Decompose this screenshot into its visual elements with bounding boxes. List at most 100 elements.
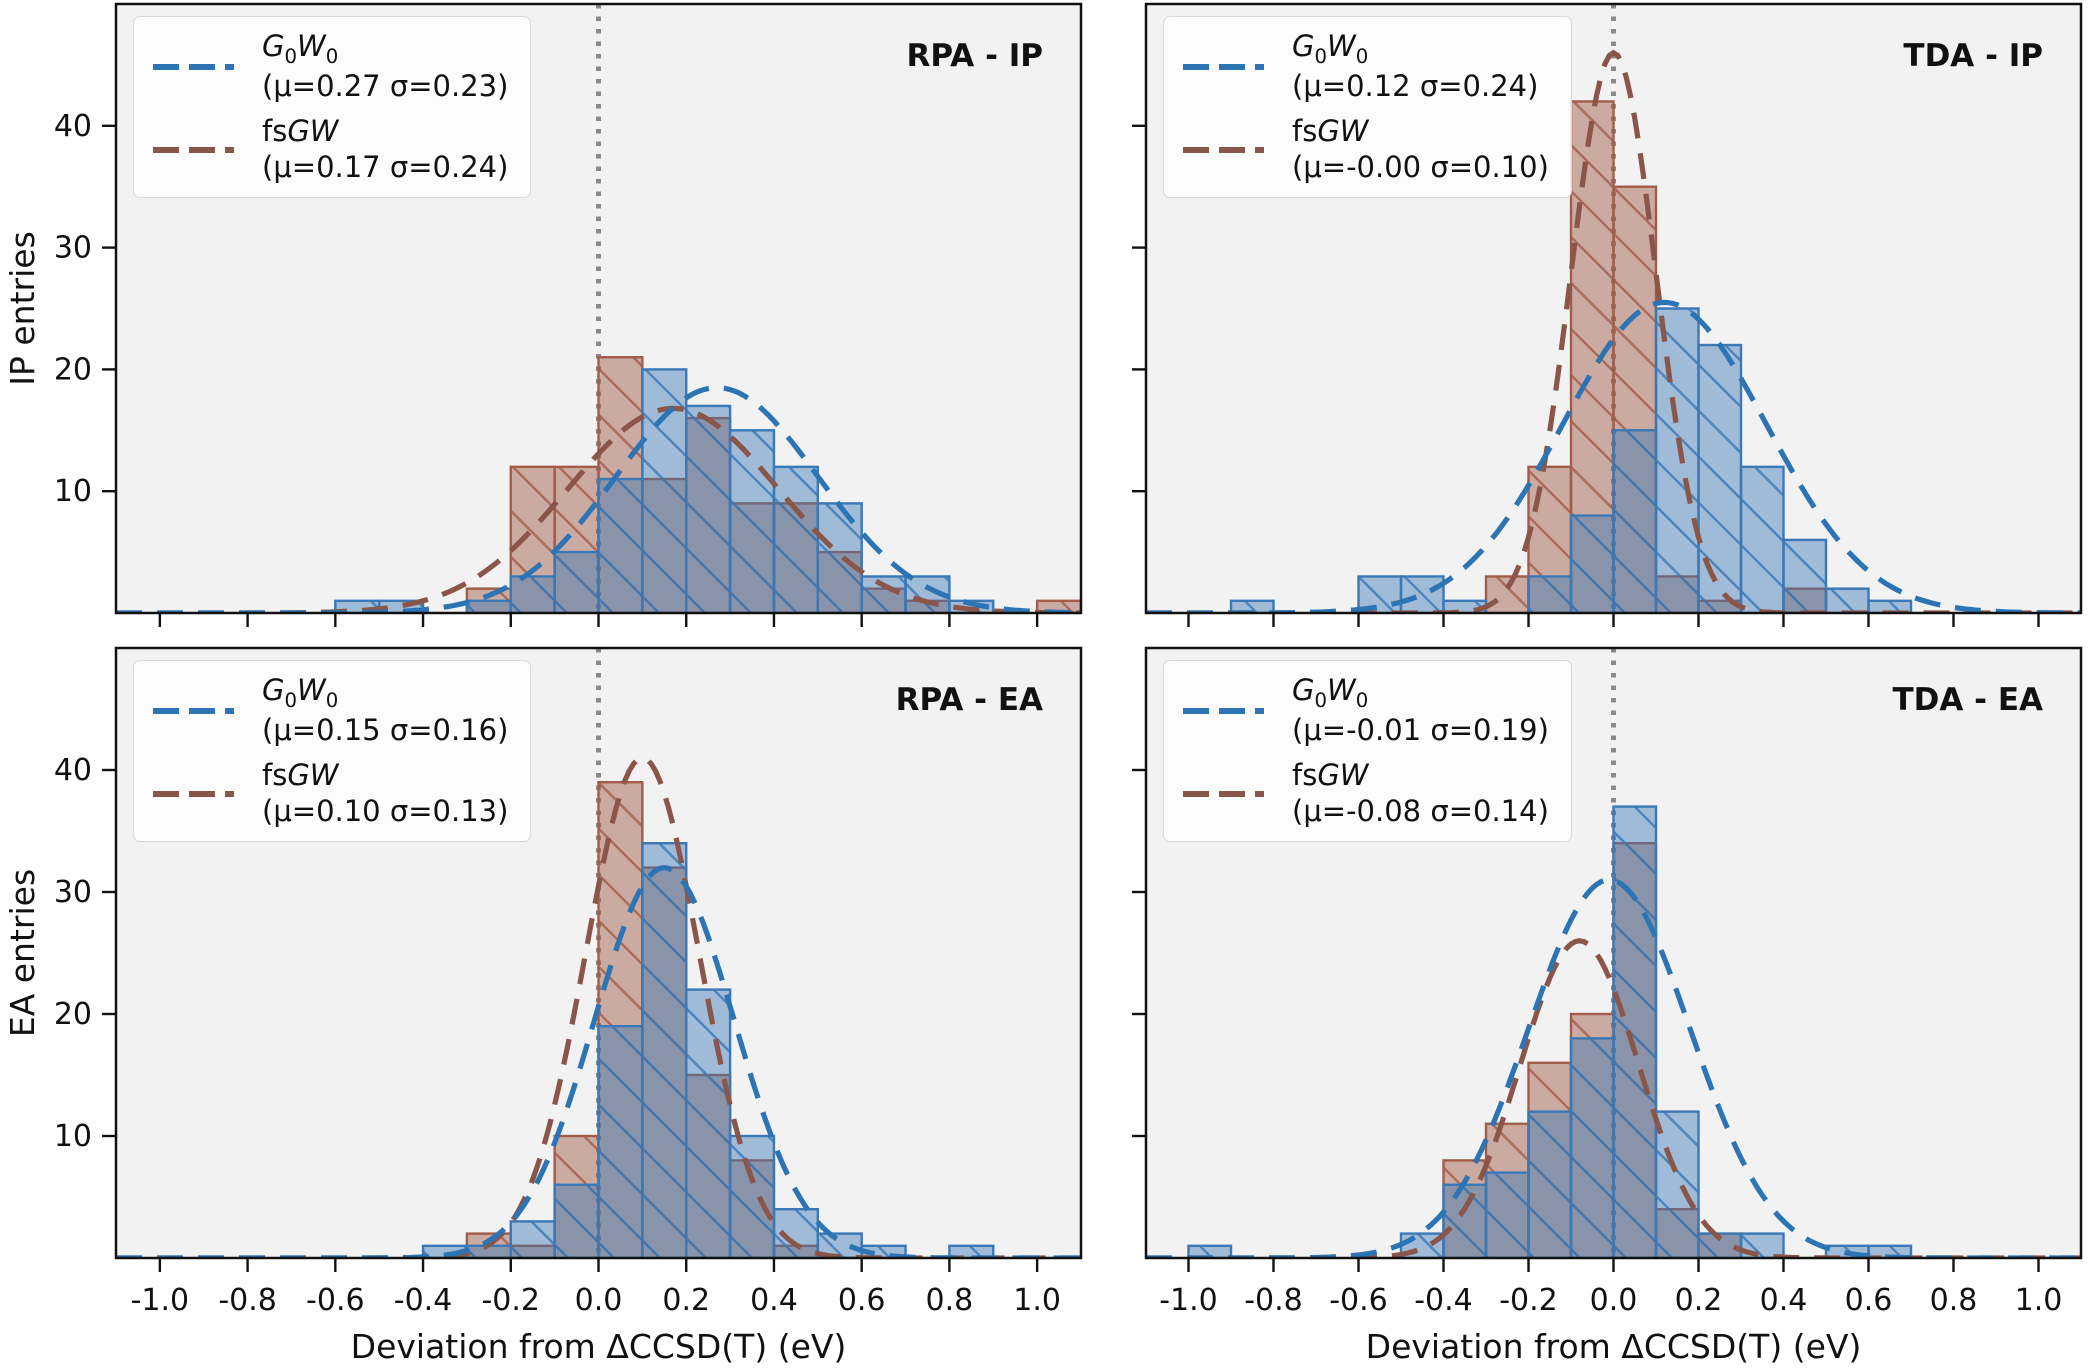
- histogram-bar-hatch: [597, 477, 644, 613]
- fsgw-dash-sample-icon: [1183, 790, 1273, 797]
- histogram-bar-hatch: [641, 368, 688, 613]
- histogram-bar-hatch: [860, 575, 907, 613]
- x-axis-tick-label: 0.6: [1845, 1283, 1893, 1318]
- histogram-bar-hatch: [1612, 805, 1658, 1258]
- fsgw-distribution-curve: [1146, 49, 2081, 613]
- x-axis-tick-label: 0.0: [575, 1283, 623, 1318]
- gw-dash-sample-icon: [153, 707, 243, 714]
- x-axis-tick-label: 1.0: [1013, 1283, 1061, 1318]
- legend-series-stats: (μ=0.12 σ=0.24): [1292, 68, 1539, 103]
- fsgw-dash-sample-icon: [153, 146, 243, 153]
- histogram-bar-hatch: [685, 988, 732, 1258]
- legend-series-name: G0W0: [1292, 29, 1369, 68]
- x-axis-tick-label: 0.4: [1760, 1283, 1808, 1318]
- gw-dash-sample-icon: [1183, 707, 1273, 714]
- legend-series-stats: (μ=-0.00 σ=0.10): [1292, 149, 1549, 184]
- x-axis-label: Deviation from ΔCCSD(T) (eV): [351, 1327, 847, 1366]
- x-axis-tick-label: 1.0: [2015, 1283, 2063, 1318]
- legend-entry-g0w0: G0W0 (μ=0.12 σ=0.24): [1180, 29, 1549, 104]
- fsgw-distribution-curve: [116, 405, 1081, 613]
- legend-series-stats: (μ=-0.01 σ=0.19): [1292, 712, 1549, 747]
- histogram-bar-hatch: [1654, 1110, 1700, 1258]
- histogram-bar-hatch: [1484, 1171, 1530, 1258]
- histogram-bar-hatch: [1229, 599, 1275, 613]
- legend-series-name: fsGW: [262, 758, 339, 793]
- gw-histogram: [421, 842, 995, 1258]
- x-axis-tick-label: 0.8: [926, 1283, 974, 1318]
- legend-entry-g0w0: G0W0 (μ=0.27 σ=0.23): [150, 29, 508, 104]
- legend-series-stats: (μ=0.17 σ=0.24): [262, 149, 509, 184]
- x-axis-tick-label: -1.0: [131, 1283, 190, 1318]
- x-axis-tick-label: 0.0: [1590, 1283, 1638, 1318]
- x-axis-tick-label: 0.2: [662, 1283, 710, 1318]
- legend-series-stats: (μ=0.10 σ=0.13): [262, 793, 509, 828]
- y-axis-tick-label: 40: [54, 753, 92, 788]
- x-axis-tick-label: -0.8: [1244, 1283, 1303, 1318]
- gw-dash-sample-icon: [1183, 63, 1273, 70]
- histogram-bar-hatch: [1399, 575, 1445, 613]
- legend-series-stats: (μ=0.15 σ=0.16): [262, 712, 509, 747]
- y-axis-tick-label: 20: [54, 352, 92, 387]
- panel-label: RPA - EA: [896, 682, 1043, 718]
- legend-series-name: fsGW: [1292, 758, 1369, 793]
- fsgw-dash-sample-icon: [1183, 146, 1273, 153]
- histogram-bar-hatch: [1867, 599, 1913, 613]
- gw-histogram: [1187, 805, 1913, 1258]
- legend-rpa-ip: G0W0 (μ=0.27 σ=0.23) fsGW (μ=0.17 σ=0.24…: [133, 16, 532, 198]
- histogram-bar-hatch: [1569, 514, 1615, 613]
- histogram-bar-hatch: [1484, 575, 1530, 613]
- histogram-bar-hatch: [685, 404, 732, 613]
- histogram-bar-hatch: [1654, 307, 1700, 613]
- y-axis-tick-label: 10: [54, 474, 92, 509]
- y-axis-tick-label: 40: [54, 109, 92, 144]
- legend-entry-fsgw: fsGW (μ=-0.08 σ=0.14): [1180, 758, 1549, 829]
- panel-rpa-ip: 10 20 30 40 RPA - IP IP entries: [3, 2, 1083, 627]
- x-axis-tick-label: -0.6: [1329, 1283, 1388, 1318]
- histogram-bar-hatch: [1824, 587, 1870, 613]
- histogram-bar-hatch: [1527, 1110, 1573, 1258]
- x-axis-tick-label: -0.6: [306, 1283, 365, 1318]
- legend-series-name: fsGW: [262, 114, 339, 149]
- histogram-bar-hatch: [1442, 1183, 1488, 1258]
- legend-series-name: G0W0: [1292, 673, 1369, 712]
- x-axis-tick-label: -0.4: [394, 1283, 453, 1318]
- legend-entry-fsgw: fsGW (μ=0.10 σ=0.13): [150, 758, 508, 829]
- fsgw-dash-sample-icon: [153, 790, 243, 797]
- legend-tda-ea: G0W0 (μ=-0.01 σ=0.19) fsGW (μ=-0.08 σ=0.…: [1163, 660, 1572, 842]
- panel-label: TDA - IP: [1903, 38, 2043, 74]
- x-axis-label: Deviation from ΔCCSD(T) (eV): [1366, 1327, 1862, 1366]
- histogram-bar-hatch: [553, 1183, 600, 1258]
- legend-entry-fsgw: fsGW (μ=0.17 σ=0.24): [150, 114, 508, 185]
- gw-histogram: [1229, 307, 1913, 613]
- histogram-bar-hatch: [816, 502, 863, 613]
- x-axis-tick-label: -0.2: [1499, 1283, 1558, 1318]
- histogram-bar-hatch: [509, 575, 556, 613]
- legend-entry-g0w0: G0W0 (μ=0.15 σ=0.16): [150, 673, 508, 748]
- histogram-bar-hatch: [1527, 575, 1573, 613]
- legend-series-name: G0W0: [262, 673, 339, 712]
- histogram-bar-hatch: [1612, 429, 1658, 613]
- gw-distribution-curve: [1146, 299, 2081, 613]
- histogram-bar-hatch: [728, 429, 776, 613]
- histogram-bar-hatch: [641, 842, 688, 1258]
- panel-label: TDA - EA: [1893, 682, 2044, 718]
- gw-dash-sample-icon: [153, 63, 243, 70]
- histogram-bar-hatch: [1782, 538, 1828, 613]
- histogram-bar-hatch: [1739, 465, 1785, 613]
- legend-rpa-ea: G0W0 (μ=0.15 σ=0.16) fsGW (μ=0.10 σ=0.13…: [133, 660, 532, 842]
- x-axis-tick-label: 0.6: [838, 1283, 886, 1318]
- legend-entry-fsgw: fsGW (μ=-0.00 σ=0.10): [1180, 114, 1549, 185]
- y-axis-tick-label: 20: [54, 997, 92, 1032]
- histogram-bar-hatch: [728, 1134, 776, 1258]
- histogram-bar-hatch: [772, 465, 820, 613]
- x-axis-tick-label: 0.4: [750, 1283, 798, 1318]
- x-axis-tick-label: 0.8: [1930, 1283, 1978, 1318]
- y-axis-tick-label: 10: [54, 1119, 92, 1154]
- y-axis-tick-label: 30: [54, 875, 92, 910]
- gw-histogram: [334, 368, 995, 613]
- x-axis-tick-label: -1.0: [1159, 1283, 1218, 1318]
- x-axis-tick-label: -0.4: [1414, 1283, 1473, 1318]
- histogram-bar-hatch: [597, 1024, 644, 1258]
- legend-series-stats: (μ=0.27 σ=0.23): [262, 68, 509, 103]
